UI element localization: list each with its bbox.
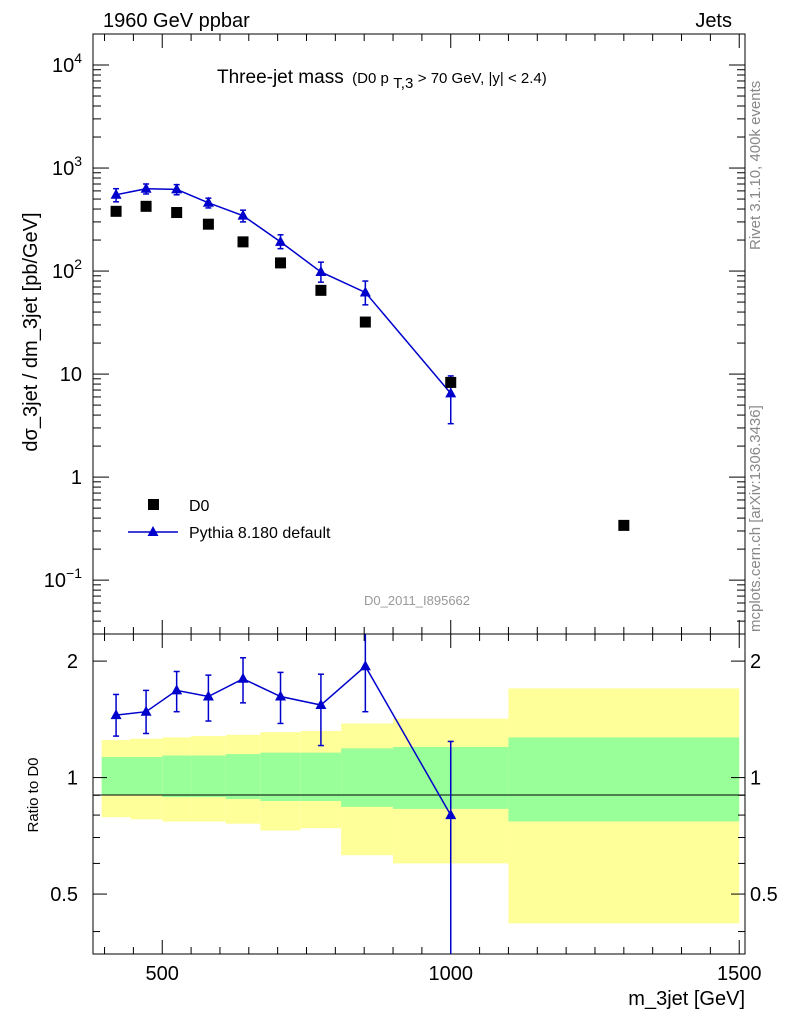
mcplots-label: mcplots.cern.ch [arXiv:1306.3436]: [747, 405, 764, 632]
ratio-y-tick-label-right: 1: [750, 768, 761, 790]
mc-point: [359, 286, 371, 297]
ratio-mc-point: [445, 809, 457, 820]
ratio-y-tick-label-right: 2: [750, 651, 761, 673]
ratio-y-axis-title: Ratio to D0: [25, 757, 42, 832]
d0-point: [445, 376, 457, 388]
mc-series-ratio: [110, 634, 457, 954]
mc-point: [110, 188, 122, 199]
axis-ticks: 500 1000 1500 10−1 1 10 102 103 104 0.5 0.5 1 1 2 2: [44, 33, 778, 985]
mc-point: [237, 209, 249, 220]
legend-marker-mc: [147, 526, 159, 536]
x-tick-label: 1500: [717, 963, 762, 985]
band-inner-bin: [101, 757, 131, 796]
y-tick-label: 103: [52, 153, 82, 180]
mc-point: [445, 387, 457, 398]
band-inner-bin: [130, 757, 163, 796]
data-series-main: [110, 200, 630, 531]
chart-title-annotation: Three-jet mass (D0 p T,3 > 70 GeV, |y| <…: [217, 67, 547, 92]
band-inner-bin: [191, 755, 226, 798]
main-panel-frame: [92, 33, 746, 635]
ratio-mc-point: [110, 709, 122, 720]
mc-line: [115, 187, 452, 394]
chart-title: Three-jet mass: [217, 67, 344, 88]
ratio-mc-point: [359, 660, 371, 671]
ratio-mc-point: [202, 690, 214, 701]
band-inner-bin: [260, 752, 301, 801]
ratio-y-tick-label: 2: [67, 651, 78, 673]
d0-point: [171, 207, 183, 219]
mc-series-main: [110, 182, 457, 425]
ratio-y-tick-label: 1: [67, 768, 78, 790]
band-inner-bin: [162, 755, 192, 798]
x-tick-label: 500: [146, 963, 179, 985]
ratio-y-tick-label-right: 0.5: [750, 884, 778, 906]
chart-subtitle-pre: (D0 p: [352, 70, 389, 87]
y-tick-label: 1: [71, 467, 82, 489]
ratio-mc-point: [140, 705, 152, 716]
ratio-y-tick-label: 0.5: [50, 884, 78, 906]
ratio-uncertainty-bands: [101, 688, 740, 924]
x-tick-label: 1000: [428, 963, 473, 985]
band-inner-bin: [508, 737, 740, 822]
band-inner-bin: [225, 754, 261, 800]
mc-point: [171, 183, 183, 194]
ratio-mc-point: [171, 684, 183, 695]
y-tick-label: 102: [52, 256, 82, 283]
ratio-mc-point: [315, 699, 327, 710]
x-axis-title: m_3jet [GeV]: [628, 988, 745, 1010]
band-inner-bin: [300, 752, 342, 801]
ratio-mc-point: [275, 690, 287, 701]
band-inner-bin: [341, 748, 394, 807]
legend: D0 Pythia 8.180 default: [128, 498, 331, 542]
mc-point: [140, 182, 152, 193]
d0-point: [275, 257, 287, 269]
ratio-panel-frame: [92, 633, 746, 955]
mc-point: [315, 265, 327, 276]
y-tick-label: 10−1: [44, 565, 82, 592]
main-y-axis-title: dσ_3jet / dm_3jet [pb/GeV]: [20, 212, 42, 451]
d0-point: [315, 284, 327, 296]
y-tick-label: 104: [52, 50, 82, 77]
header-right: Jets: [695, 10, 732, 32]
d0-point: [618, 519, 630, 531]
mc-point: [202, 196, 214, 207]
d0-point: [140, 200, 152, 212]
y-tick-label: 10: [60, 364, 82, 386]
chart-subtitle-post: > 70 GeV, |y| < 2.4): [418, 70, 547, 87]
legend-marker-d0: [148, 499, 159, 510]
analysis-watermark: D0_2011_I895662: [364, 593, 470, 608]
rivet-version-label: Rivet 3.1.10, 400k events: [747, 81, 764, 250]
header-left: 1960 GeV ppbar: [103, 10, 250, 32]
chart-subtitle-sub: T,3: [393, 75, 413, 92]
d0-point: [359, 316, 371, 328]
ratio-mc-point: [237, 672, 249, 683]
d0-point: [202, 218, 214, 230]
mc-point: [275, 235, 287, 246]
d0-point: [237, 236, 249, 248]
legend-label-mc: Pythia 8.180 default: [189, 525, 331, 542]
legend-label-d0: D0: [189, 498, 210, 515]
d0-point: [110, 205, 122, 217]
